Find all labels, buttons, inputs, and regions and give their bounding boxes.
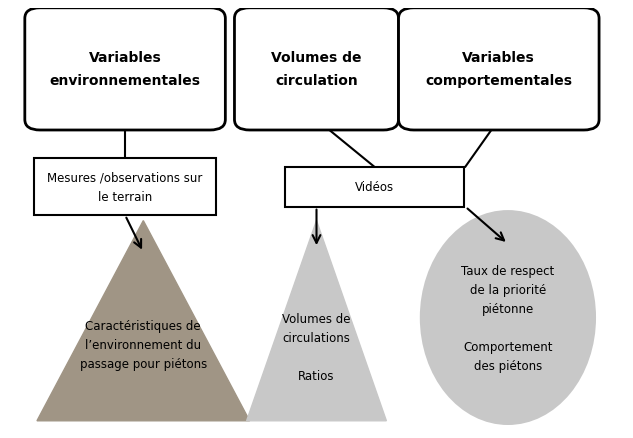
Polygon shape: [37, 221, 249, 421]
Polygon shape: [247, 221, 386, 421]
Text: Variables
comportementales: Variables comportementales: [425, 51, 572, 88]
FancyBboxPatch shape: [285, 167, 464, 208]
FancyBboxPatch shape: [25, 9, 225, 131]
Text: Volumes de
circulations

Ratios: Volumes de circulations Ratios: [282, 312, 351, 382]
Text: Mesures /observations sur
le terrain: Mesures /observations sur le terrain: [47, 172, 203, 203]
FancyBboxPatch shape: [34, 159, 216, 216]
Text: Caractéristiques de
l’environnement du
passage pour piétons: Caractéristiques de l’environnement du p…: [80, 320, 207, 371]
FancyBboxPatch shape: [234, 9, 399, 131]
Text: Taux de respect
de la priorité
piétonne

Comportement
des piétons: Taux de respect de la priorité piétonne …: [461, 264, 555, 372]
Text: Variables
environnementales: Variables environnementales: [49, 51, 201, 88]
Ellipse shape: [420, 211, 596, 425]
FancyBboxPatch shape: [399, 9, 599, 131]
Text: Volumes de
circulation: Volumes de circulation: [272, 51, 361, 88]
Text: Vidéos: Vidéos: [354, 181, 394, 194]
